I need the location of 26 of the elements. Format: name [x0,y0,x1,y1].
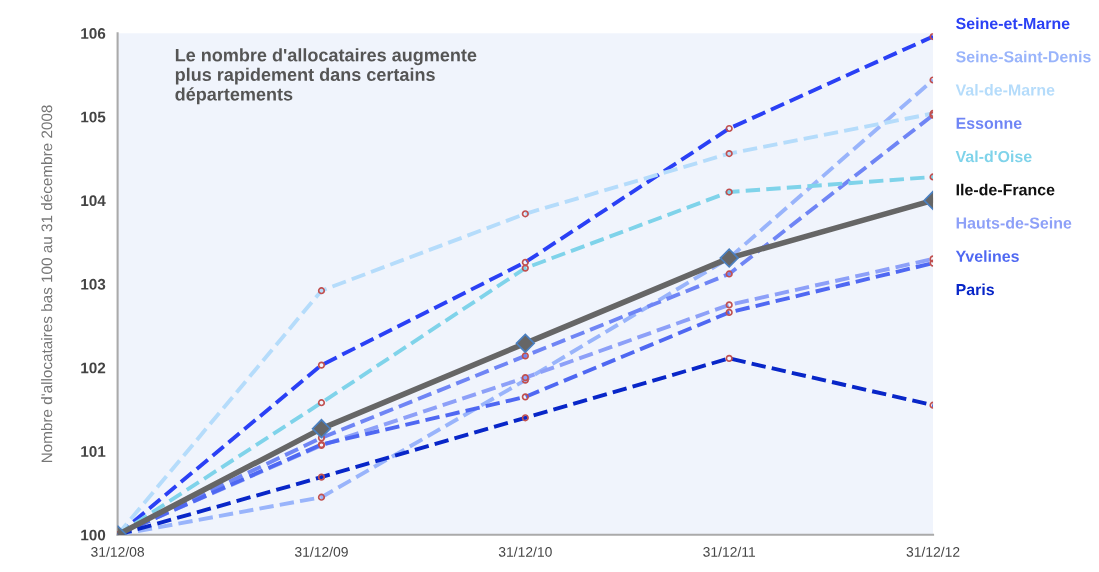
point [311,418,332,439]
x-tick-label: 31/12/12 [906,546,960,557]
series-label: Yvelines [955,250,1019,262]
series-label: Seine-Saint-Denis [956,50,1091,63]
y-tick-label: 101 [81,446,106,457]
series-label: Seine-et-Marne [956,17,1070,30]
text: Hauts-de-Seine [956,217,1072,229]
point [719,248,739,268]
y-axis-title: Nombre d'allocataires bas 100 au 31 décembre 2008 [40,105,53,463]
x-tick-label: 31/12/08 [91,546,145,557]
x-tick-label: 31/12/09 [294,546,348,557]
x-tick-label: 31/12/10 [498,546,552,557]
point [515,333,535,354]
text: Paris [956,283,994,296]
series-label: Essonne [956,117,1022,129]
y-tick-label: 106 [81,28,106,39]
annotation: Le nombre d'allocataires augmente plus rapidement dans certains départements [175,48,477,105]
x-tick-label: 31/12/11 [703,546,756,557]
y-tick-label: 103 [81,278,106,290]
series-label: Val-d'Oise [955,150,1032,163]
y-tick-label: 105 [81,111,106,123]
series-label: Ile-de-France [956,183,1055,196]
y-tick-label: 100 [81,529,106,541]
y-tick-label: 104 [81,195,106,207]
series-label: Val-de-Marne [955,83,1055,96]
y-tick-label: 102 [81,362,106,374]
